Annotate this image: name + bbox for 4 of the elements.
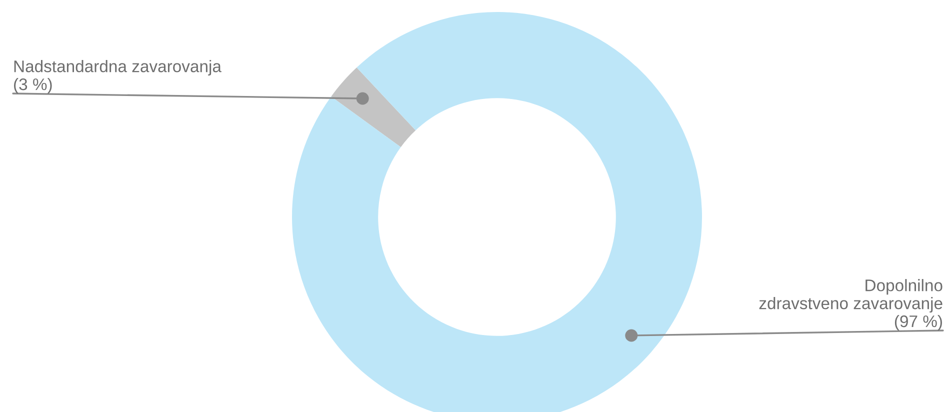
data-label: (3 %) <box>14 78 52 94</box>
slice-label: Dopolnilno zdravstveno zavarovanje <box>759 279 942 313</box>
slice-label: Nadstandardna zavarovanja <box>14 60 222 76</box>
data-label: (97 %) <box>894 314 942 330</box>
